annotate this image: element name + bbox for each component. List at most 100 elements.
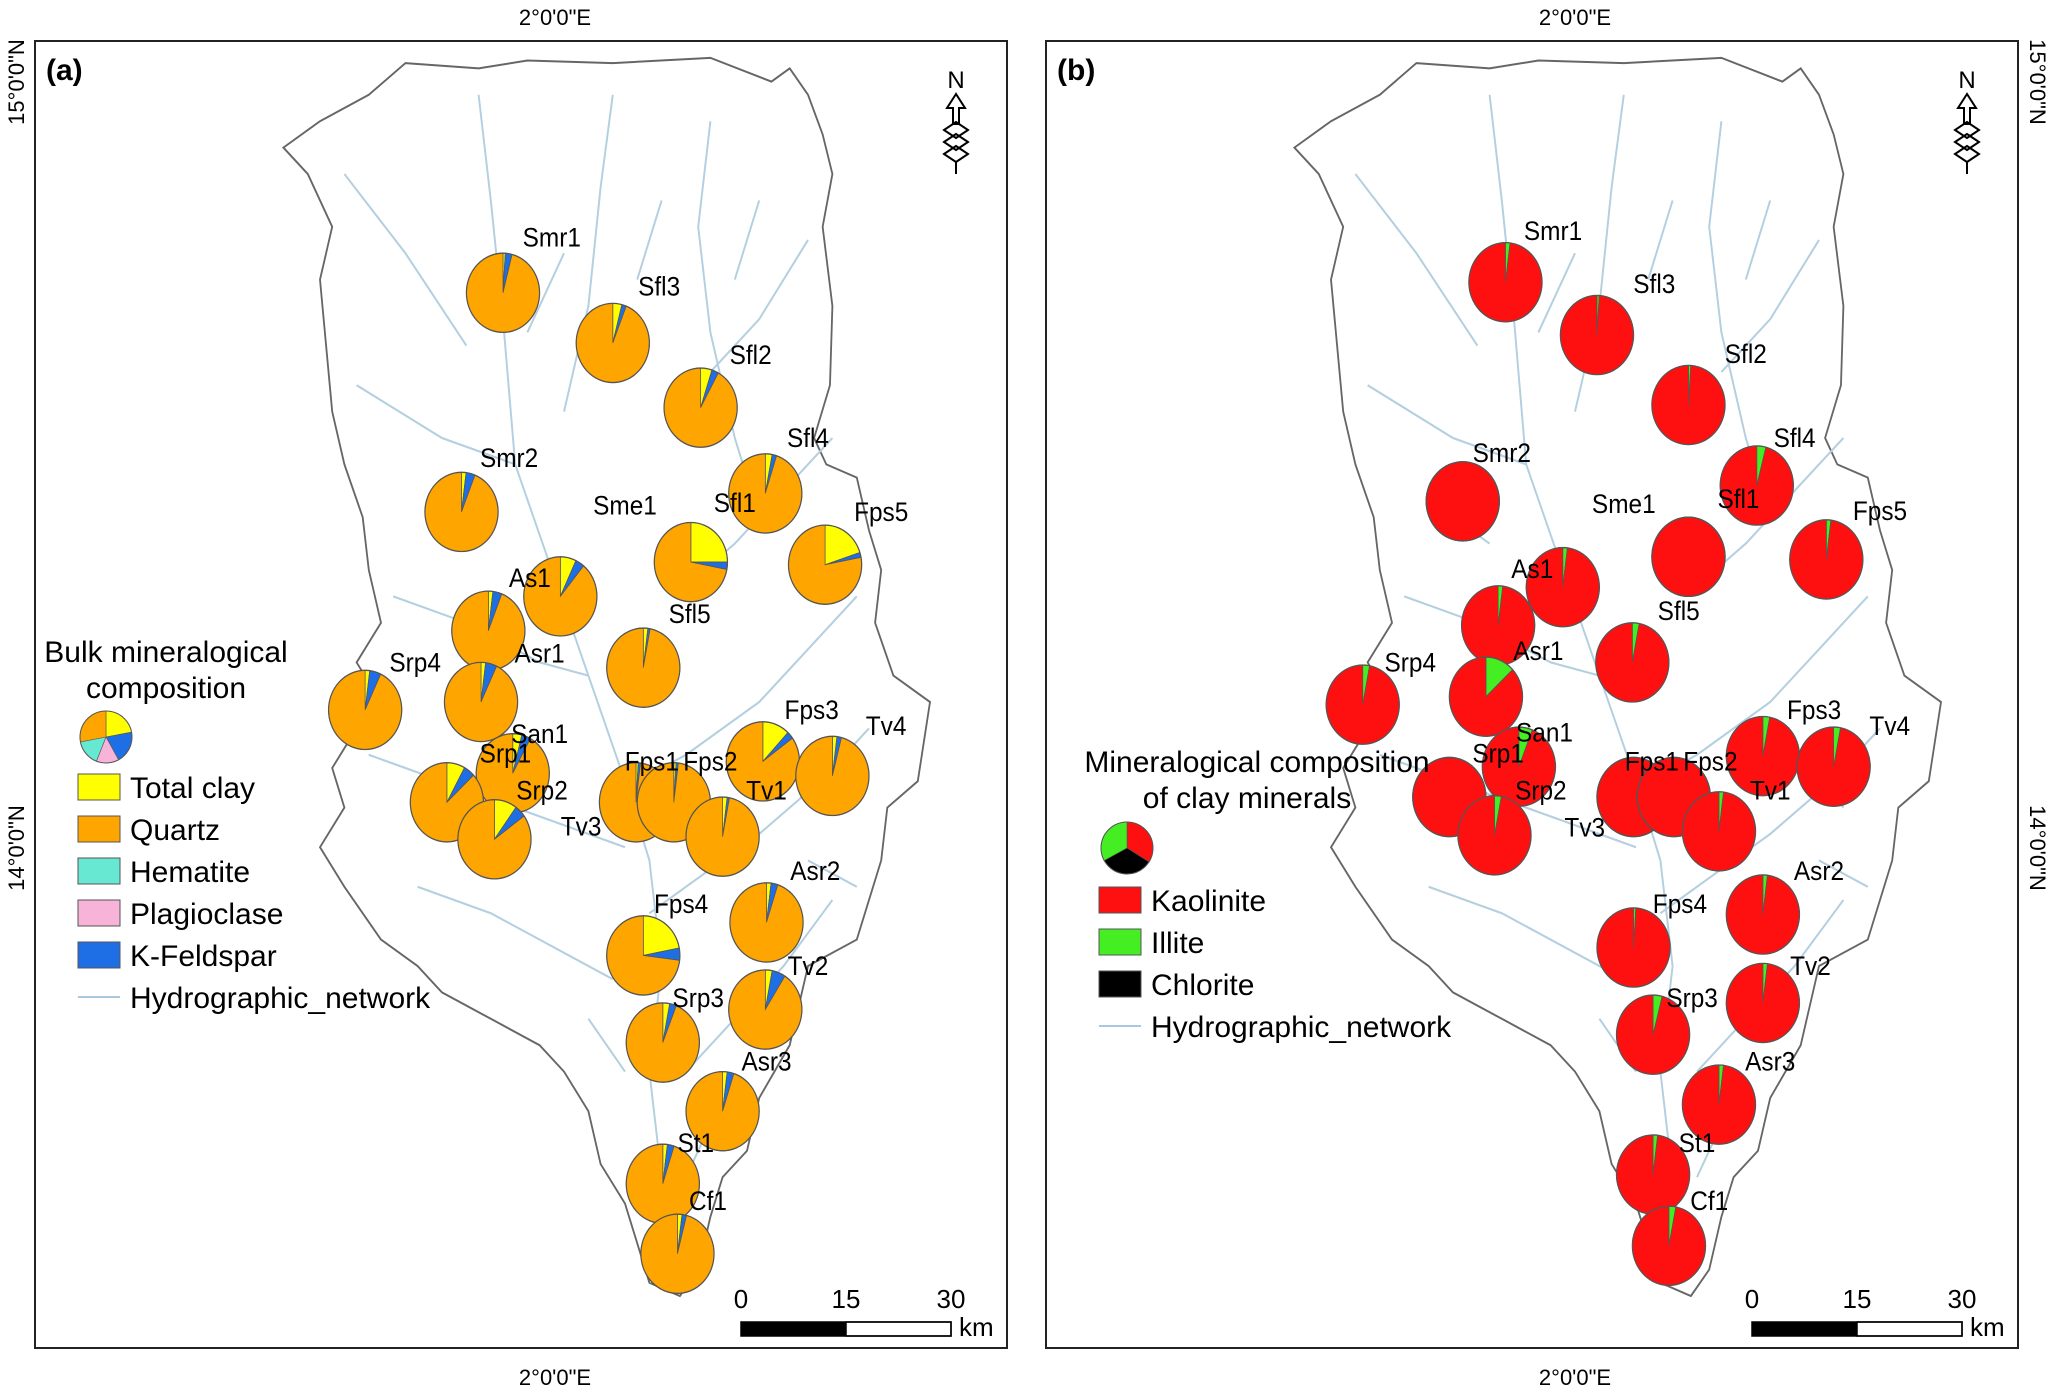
site-label: Fps5: [854, 498, 908, 527]
site-label: Fps5: [1853, 497, 1907, 526]
legend-label: Hematite: [130, 856, 250, 889]
site-label: Fps1: [625, 748, 679, 777]
lon-label-top-a: 2°0'0"E: [519, 5, 591, 30]
legend-item: Kaolinite: [1098, 885, 1266, 918]
legend-swatch: [77, 857, 121, 885]
site-label: Fps1: [1625, 748, 1679, 777]
site-labels: Smr1 Sfl3 Sfl2 Smr2 Sfl4 Sfl1 Sme1 Fps5 As1 Asr1 S…: [1385, 217, 1911, 1216]
site-label: Sfl1: [714, 489, 756, 518]
site-pie-sfl3: [575, 302, 651, 384]
legend-swatch: [77, 899, 121, 927]
site-pie-tv4: [1796, 726, 1871, 807]
site-pie-asr1: [1460, 585, 1536, 666]
legend-title: of clay minerals: [1143, 782, 1351, 815]
site-label: Tv1: [1750, 777, 1791, 806]
legend-label: Kaolinite: [1151, 885, 1266, 918]
scale-tick-label: 0: [1745, 1284, 1759, 1314]
legend-title: Bulk mineralogical: [44, 636, 287, 669]
watershed-boundary: [1292, 56, 1942, 1298]
site-label: Fps2: [1683, 748, 1737, 777]
lat-label-top-a: 15°0'0"N: [4, 39, 29, 125]
site-pie-smr1: [465, 252, 541, 334]
hydrographic-network: [343, 94, 870, 1270]
site-pie-smr2: [424, 471, 499, 553]
site-pie-as1: [1525, 546, 1601, 628]
site-pie-fps5: [1789, 519, 1864, 600]
lat-label-bottom-a: 14°0'0"N: [4, 805, 29, 891]
site-label: Tv1: [746, 777, 787, 806]
site-pie-tv2: [728, 969, 803, 1050]
site-label: Sfl3: [1633, 270, 1675, 299]
site-pie-srp4: [1325, 664, 1400, 745]
lat-label-bottom-b: 14°0'0"N: [2025, 805, 2050, 891]
scale-tick-label: 30: [937, 1284, 966, 1314]
site-label: Asr3: [741, 1047, 791, 1076]
legend-item: Illite: [1098, 927, 1204, 960]
site-label: As1: [1511, 555, 1553, 584]
site-label: Srp1: [1472, 740, 1524, 769]
panel-label: (a): [46, 54, 83, 87]
site-pie-sfl5: [606, 627, 681, 708]
site-pie-sfl1: [653, 521, 729, 603]
site-pie-asr1: [451, 590, 526, 671]
site-label: Tv4: [1869, 712, 1910, 741]
site-pie-smr2: [1425, 461, 1500, 542]
scale-bar-segment: [845, 1321, 952, 1337]
legend-label: Chlorite: [1151, 969, 1254, 1002]
site-pie-fps4: [606, 915, 681, 996]
site-label: San1: [1516, 719, 1573, 748]
map-a-canvas: Smr1 Sfl3 Sfl2 Smr2 Sfl4 Sfl1 Sme1 Fps5 As1 Asr1 S…: [44, 54, 993, 1342]
map-panel-b: Smr1 Sfl3 Sfl2 Smr2 Sfl4 Sfl1 Sme1 Fps5 As1 Asr1 S…: [1045, 40, 2019, 1349]
hydrographic-network: [1354, 94, 1881, 1270]
site-pie-tv3: [457, 799, 532, 880]
site-label: Tv2: [788, 952, 829, 981]
site-pie-asr2: [1725, 874, 1801, 955]
legend-label: K-Feldspar: [130, 940, 277, 973]
site-label: Srp4: [1385, 649, 1437, 678]
legend-swatch: [77, 773, 121, 801]
legend-swatch: [1098, 970, 1142, 998]
map-b-canvas: Smr1 Sfl3 Sfl2 Smr2 Sfl4 Sfl1 Sme1 Fps5 As1 Asr1 S…: [1057, 54, 2005, 1342]
site-pie-asr3: [1681, 1064, 1757, 1145]
site-pie-sfl1: [1651, 516, 1726, 598]
legend-swatch: [77, 815, 121, 843]
scale-bar-segment: [1856, 1321, 1963, 1337]
site-pie-smr1: [1468, 241, 1543, 323]
legend-item: Chlorite: [1098, 969, 1254, 1002]
site-label: Tv3: [561, 812, 602, 841]
site-label: St1: [1679, 1129, 1716, 1158]
site-label: Sfl2: [1725, 340, 1767, 369]
site-label: Smr1: [1524, 217, 1582, 246]
site-label: St1: [677, 1129, 714, 1158]
north-label: N: [1958, 67, 1975, 94]
site-label: As1: [509, 564, 551, 593]
site-pies: [327, 252, 870, 1295]
site-label: Fps4: [654, 890, 708, 919]
site-label: Sfl3: [638, 273, 680, 302]
site-label: Asr3: [1745, 1047, 1795, 1076]
site-label: Srp4: [389, 649, 441, 678]
site-pie-srp3: [625, 1002, 701, 1083]
site-label: Smr2: [480, 444, 538, 473]
site-label: Srp2: [1515, 777, 1567, 806]
site-label: Cf1: [1690, 1187, 1728, 1216]
site-pie-san1: [1448, 656, 1524, 737]
site-label: Asr2: [1794, 857, 1844, 886]
scale-tick-label: 15: [832, 1284, 861, 1314]
scale-unit: km: [1970, 1312, 2005, 1342]
site-label: Sfl2: [730, 341, 772, 370]
north-label: N: [947, 67, 964, 94]
site-label: Cf1: [689, 1187, 727, 1216]
site-label: Sfl1: [1717, 485, 1759, 514]
site-label: Tv2: [1790, 952, 1831, 981]
site-pie-tv3: [1457, 795, 1532, 876]
site-pie-tv1: [685, 796, 760, 877]
site-pie-san1: [443, 661, 519, 743]
site-pie-fps3: [725, 721, 801, 802]
site-label: San1: [511, 720, 568, 749]
site-label: Asr1: [515, 640, 565, 669]
lon-label-bottom-b: 2°0'0"E: [1539, 1365, 1611, 1390]
site-pie-sfl3: [1559, 294, 1635, 376]
site-pie-cf1: [1631, 1205, 1707, 1287]
